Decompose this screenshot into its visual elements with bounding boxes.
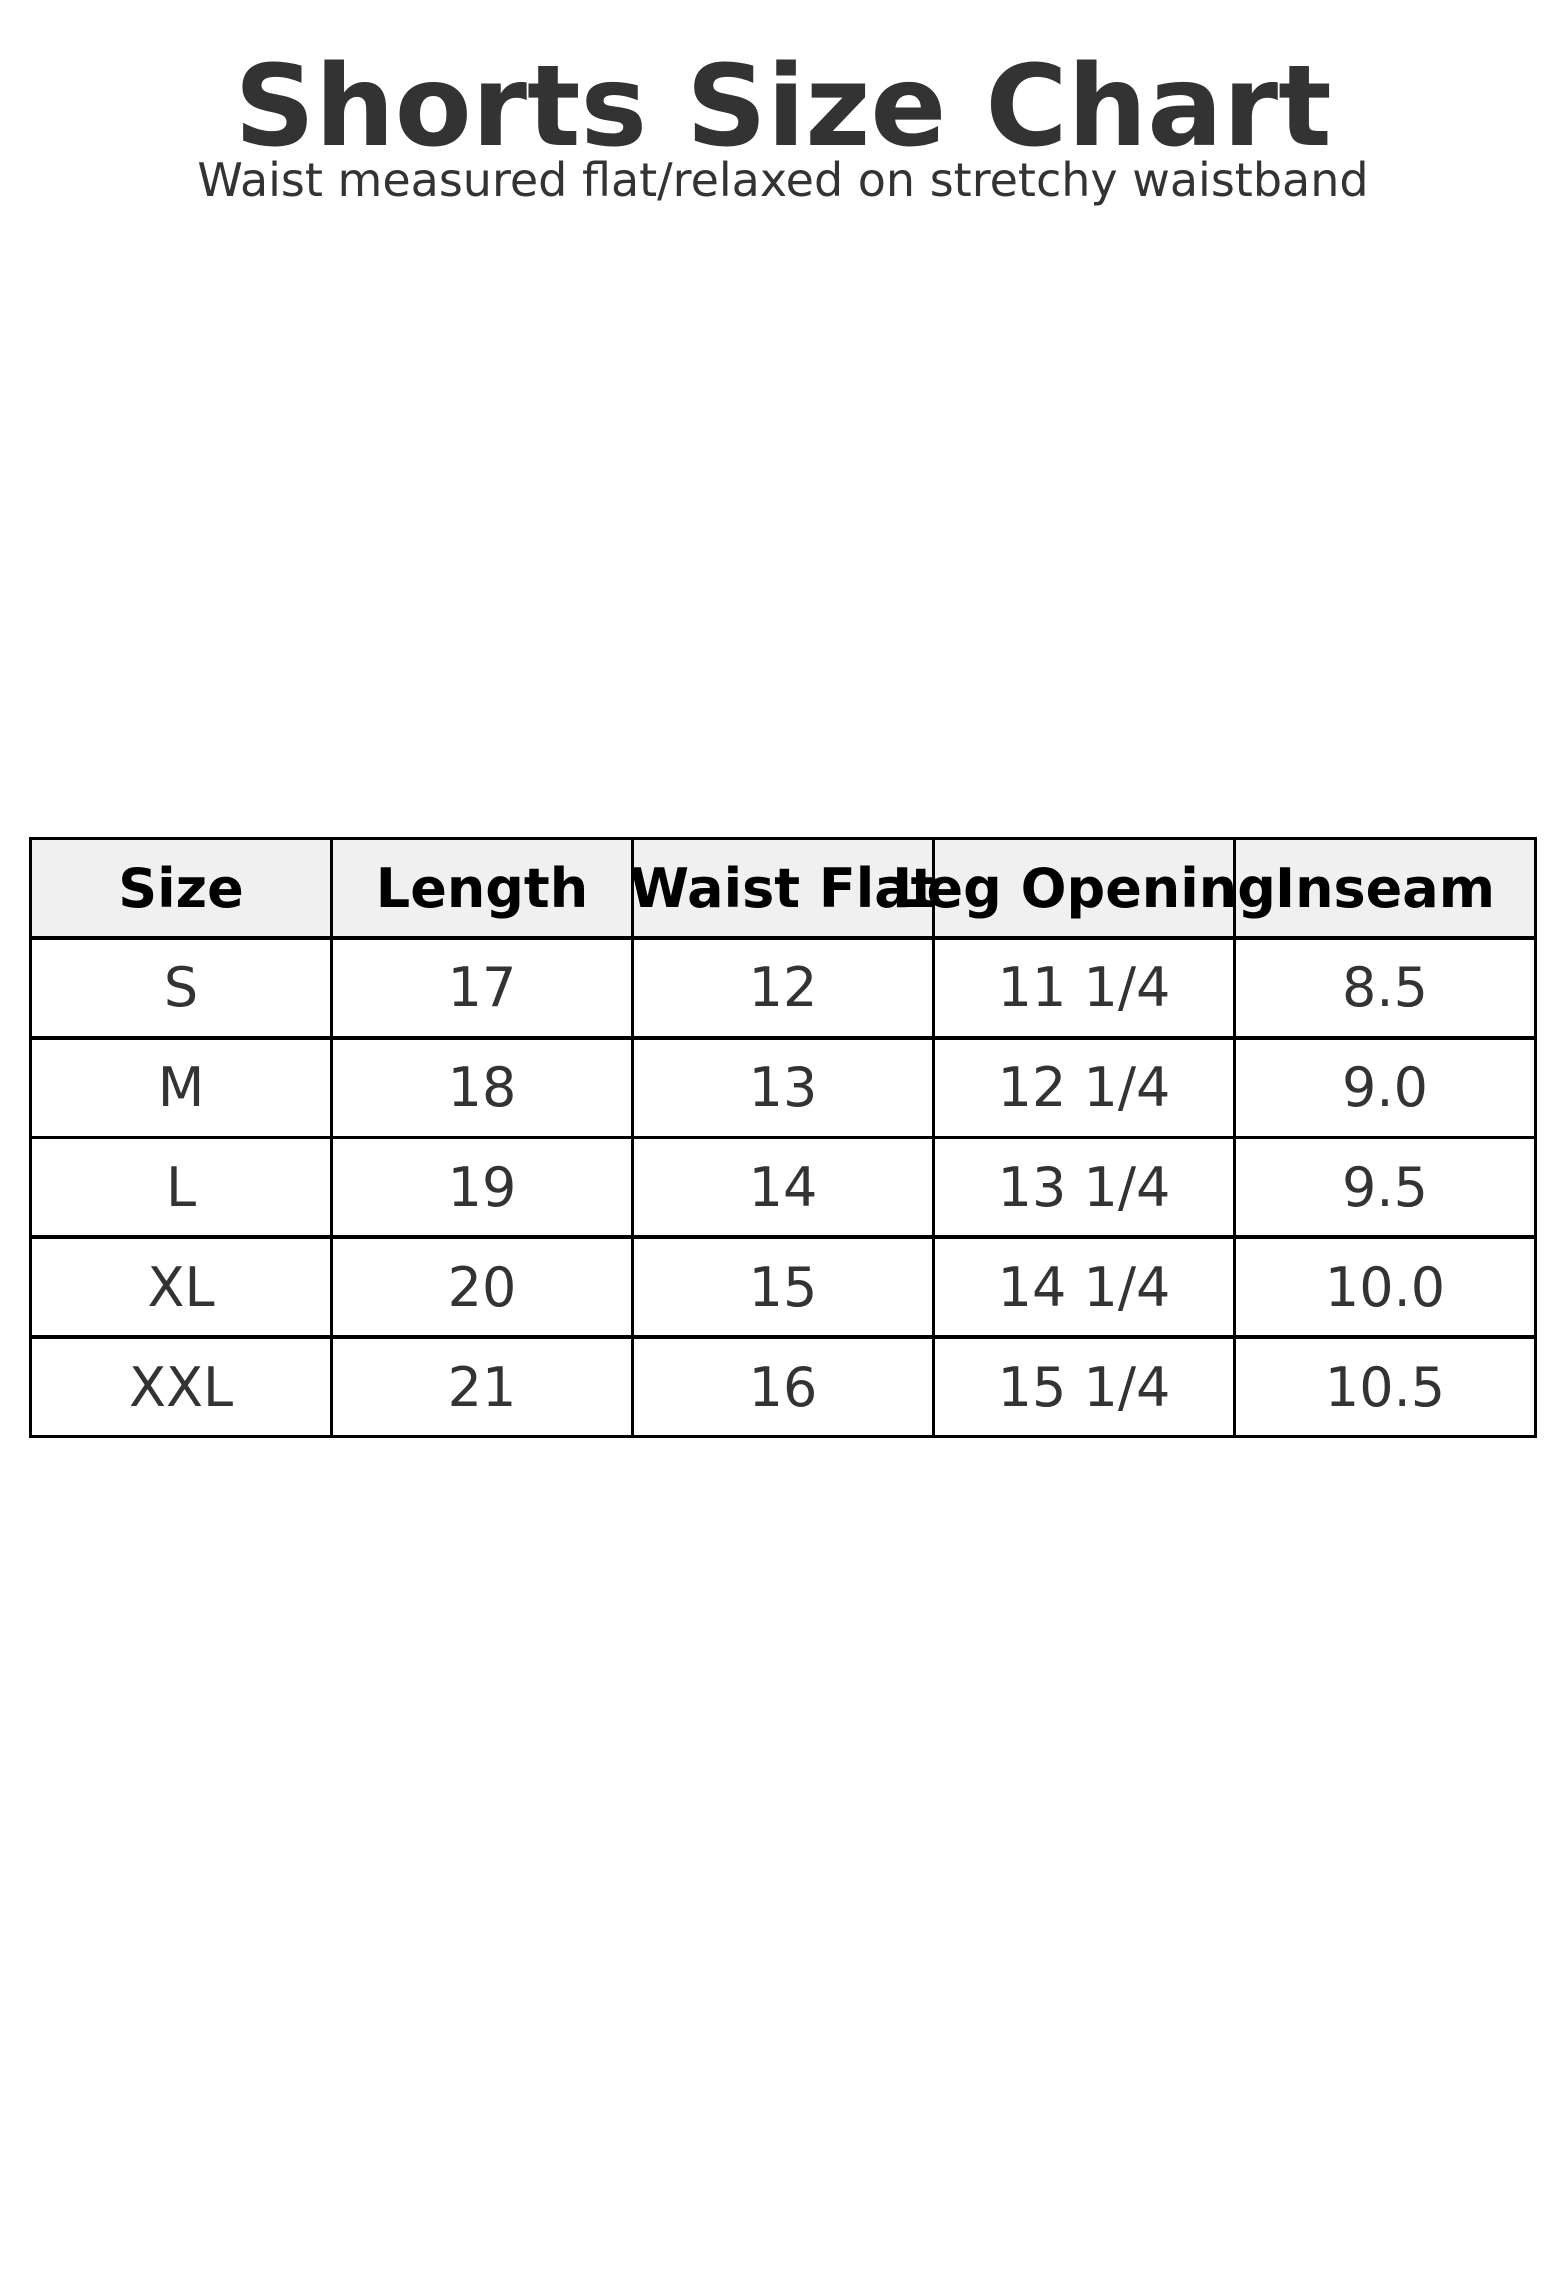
cell-value: 9.5 — [1342, 1155, 1428, 1219]
table-header-cell: Size — [29, 837, 333, 939]
table-header-cell: Waist Flat — [629, 837, 937, 939]
cell-value: 13 — [748, 1056, 818, 1120]
table-cell: 15 — [631, 1236, 935, 1339]
table-cell: 20 — [330, 1236, 634, 1339]
cell-value: 19 — [447, 1155, 517, 1219]
table-cell: M — [29, 1036, 333, 1139]
table-cell: 12 1/4 — [932, 1036, 1236, 1139]
table-cell: 9.0 — [1233, 1036, 1537, 1139]
table-cell: 8.5 — [1233, 936, 1537, 1039]
table-cell: 13 — [631, 1036, 935, 1139]
cell-value: M — [157, 1056, 205, 1120]
cell-value: L — [165, 1155, 197, 1219]
cell-value: 11 1/4 — [997, 956, 1171, 1020]
header-label: Waist Flat — [629, 856, 937, 920]
table-cell: 9.5 — [1233, 1136, 1537, 1239]
table-cell: 19 — [330, 1136, 634, 1239]
cell-value: 20 — [447, 1255, 517, 1319]
table-cell: 15 1/4 — [932, 1336, 1236, 1438]
cell-value: XL — [147, 1255, 215, 1319]
cell-value: 10.5 — [1324, 1355, 1446, 1419]
cell-value: 9.0 — [1342, 1056, 1428, 1120]
cell-value: 16 — [748, 1355, 818, 1419]
table-cell: 17 — [330, 936, 634, 1039]
table-cell: 16 — [631, 1336, 935, 1438]
table-header-cell: Inseam — [1233, 837, 1537, 939]
header-label: Length — [375, 856, 589, 920]
cell-value: 8.5 — [1342, 956, 1428, 1020]
header-label: Inseam — [1274, 856, 1495, 920]
cell-value: 17 — [447, 956, 517, 1020]
cell-value: 18 — [447, 1056, 517, 1120]
cell-value: XXL — [128, 1355, 234, 1419]
header-label: Leg Opening — [892, 856, 1276, 920]
table-cell: 21 — [330, 1336, 634, 1438]
table-cell: 14 1/4 — [932, 1236, 1236, 1339]
table-cell: 14 — [631, 1136, 935, 1239]
table-cell: 13 1/4 — [932, 1136, 1236, 1239]
table-cell: 18 — [330, 1036, 634, 1139]
table-header-cell: Leg Opening — [892, 837, 1276, 939]
cell-value: 12 1/4 — [997, 1056, 1171, 1120]
cell-value: 12 — [748, 956, 818, 1020]
table-header-cell: Length — [330, 837, 634, 939]
table-cell: 10.0 — [1233, 1236, 1537, 1339]
table-cell: L — [29, 1136, 333, 1239]
table-cell: XXL — [29, 1336, 333, 1438]
cell-value: 21 — [447, 1355, 517, 1419]
cell-value: 15 1/4 — [997, 1355, 1171, 1419]
table-cell: 10.5 — [1233, 1336, 1537, 1438]
table-cell: S — [29, 936, 333, 1039]
cell-value: 14 1/4 — [997, 1255, 1171, 1319]
cell-value: 15 — [748, 1255, 818, 1319]
table-cell: 12 — [631, 936, 935, 1039]
page-title: Shorts Size Chart — [234, 42, 1332, 172]
cell-value: 10.0 — [1324, 1255, 1446, 1319]
table-cell: XL — [29, 1236, 333, 1339]
cell-value: S — [163, 956, 199, 1020]
page-subtitle: Waist measured flat/relaxed on stretchy … — [197, 153, 1369, 207]
table-cell: 11 1/4 — [932, 936, 1236, 1039]
cell-value: 13 1/4 — [997, 1155, 1171, 1219]
cell-value: 14 — [748, 1155, 818, 1219]
header-label: Size — [118, 856, 244, 920]
